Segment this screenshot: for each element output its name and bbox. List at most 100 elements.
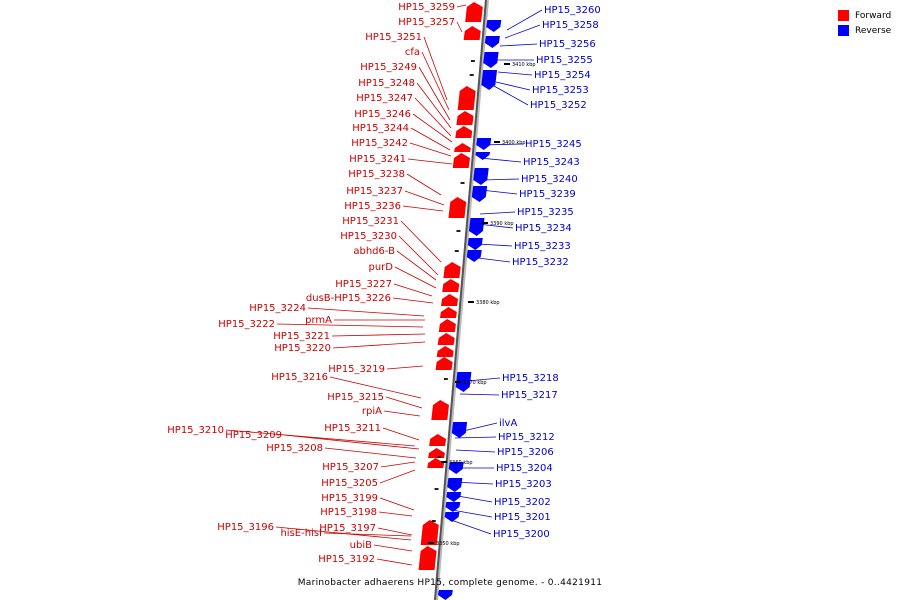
reverse-gene-label: HP15_3258	[542, 20, 599, 31]
reverse-gene-label: HP15_3245	[525, 139, 582, 150]
reverse-gene-label: HP15_3212	[498, 432, 555, 443]
forward-gene-label: HP15_3230	[340, 231, 397, 242]
forward-swatch	[838, 10, 849, 21]
reverse-gene-label: HP15_3240	[521, 174, 578, 185]
reverse-gene-label: HP15_3232	[512, 257, 569, 268]
scale-tick-label: 3390 kbp	[490, 221, 514, 227]
reverse-gene-arrow	[444, 512, 460, 522]
forward-gene-arrow	[420, 520, 439, 545]
forward-gene-label: HP15_3199	[321, 493, 378, 504]
small-feature-mark	[456, 230, 461, 232]
legend-reverse: Reverse	[838, 23, 891, 38]
small-feature-mark	[460, 182, 465, 184]
reverse-leader-line	[451, 494, 493, 503]
forward-leader-line	[307, 307, 425, 317]
forward-gene-arrow	[435, 357, 453, 370]
reverse-gene-label: HP15_3217	[501, 390, 558, 401]
forward-gene-arrow	[418, 546, 437, 570]
reverse-leader-line	[479, 211, 516, 215]
reverse-gene-arrow	[445, 502, 461, 512]
legend-reverse-label: Reverse	[855, 25, 892, 36]
forward-gene-label: HP15_3248	[358, 78, 415, 89]
legend-forward: Forward	[838, 8, 891, 23]
reverse-leader-line	[452, 481, 494, 485]
forward-gene-label: HP15_3221	[273, 331, 330, 342]
forward-leader-line	[331, 333, 426, 337]
reverse-gene-arrow	[484, 36, 500, 48]
scale-tick-label: 3370 kbp	[463, 380, 487, 386]
forward-gene-arrow	[429, 434, 447, 446]
forward-gene-label: HP15_3242	[351, 138, 408, 149]
reverse-leader-line	[454, 436, 497, 439]
reverse-leader-line	[479, 157, 522, 163]
forward-leader-line	[378, 511, 413, 517]
forward-gene-arrow	[454, 143, 471, 152]
forward-leader-line	[386, 365, 424, 370]
forward-leader-line	[324, 447, 417, 459]
forward-leader-line	[332, 341, 426, 349]
forward-leader-line	[377, 527, 413, 536]
forward-leader-line	[407, 158, 453, 165]
forward-gene-arrow	[463, 26, 481, 40]
forward-gene-label: HP15_3198	[320, 507, 377, 518]
reverse-gene-arrow	[473, 168, 489, 185]
reverse-swatch	[838, 25, 849, 36]
forward-gene-arrow	[438, 319, 456, 332]
forward-gene-label: HP15_3209	[225, 430, 282, 441]
scale-tick-label: 3400 kbp	[502, 140, 526, 146]
forward-gene-label: HP15_3220	[274, 343, 331, 354]
forward-gene-arrow	[431, 400, 449, 420]
reverse-gene-arrow	[481, 70, 498, 90]
reverse-gene-label: HP15_3201	[494, 512, 551, 523]
reverse-leader-line	[466, 377, 501, 382]
scale-ticks: 3410 kbp 3400 kbp 3390 kbp 3380 kbp 3370 kbp…	[428, 62, 536, 547]
reverse-gene-label: HP15_3253	[532, 85, 589, 96]
reverse-gene-arrow	[476, 138, 492, 150]
forward-gene-label: HP15_3196	[217, 522, 274, 533]
reverse-leader-line	[480, 189, 518, 195]
reverse-leader-line	[477, 257, 511, 263]
forward-leader-line	[456, 4, 467, 8]
forward-gene-label: dusB-HP15_3226	[306, 293, 391, 304]
forward-gene-label: HP15_3231	[342, 216, 399, 227]
forward-gene-label: HP15_3257	[398, 17, 455, 28]
reverse-leader-line	[482, 178, 520, 181]
forward-gene-label: abhd6-B	[353, 246, 395, 257]
forward-gene-label: HP15_3207	[322, 462, 379, 473]
forward-gene-label: cfa	[405, 47, 420, 58]
forward-gene-arrow	[440, 294, 459, 306]
forward-gene-arrow	[457, 86, 476, 110]
scale-tick-label: 3350 kbp	[436, 541, 460, 547]
reverse-gene-arrow	[475, 152, 491, 160]
small-feature-mark	[431, 520, 436, 522]
forward-leader-line	[412, 113, 453, 143]
reverse-leader-line	[459, 393, 500, 396]
reverse-gene-arrow	[447, 478, 463, 492]
forward-gene-label: HP15_3259	[398, 2, 455, 13]
forward-gene-label: hisE-hisI	[280, 528, 322, 539]
reverse-gene-label: HP15_3235	[517, 207, 574, 218]
forward-gene-arrow	[456, 111, 474, 125]
forward-leader-line	[392, 297, 434, 304]
forward-gene-label: HP15_3216	[271, 372, 328, 383]
small-feature-mark	[470, 60, 475, 62]
forward-gene-arrow	[455, 126, 473, 138]
forward-gene-label: HP15_3244	[352, 123, 409, 134]
forward-leader-line	[394, 266, 437, 289]
forward-gene-label: HP15_3246	[354, 109, 411, 120]
scale-tick-label: 3380 kbp	[476, 300, 500, 306]
small-feature-mark	[434, 488, 439, 490]
forward-leader-line	[379, 497, 415, 511]
reverse-leader-line	[497, 71, 533, 76]
reverse-gene-label: HP15_3203	[495, 479, 552, 490]
forward-leader-line	[404, 190, 445, 206]
legend: Forward Reverse	[838, 8, 891, 38]
forward-leader-line	[396, 250, 437, 281]
small-feature-mark	[443, 378, 448, 380]
reverse-gene-arrow	[451, 422, 468, 438]
reverse-leader-line	[493, 85, 529, 106]
reverse-leader-line	[458, 422, 498, 433]
reverse-gene-arrow	[471, 186, 488, 202]
forward-gene-label: HP15_3227	[335, 279, 392, 290]
